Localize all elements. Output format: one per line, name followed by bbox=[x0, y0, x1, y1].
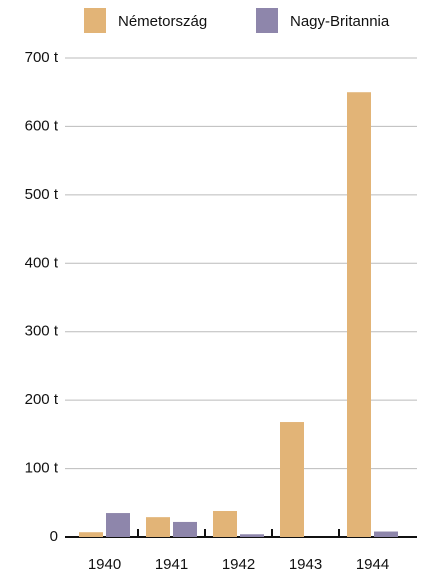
x-tick-label: 1941 bbox=[155, 556, 188, 573]
x-tick-label: 1942 bbox=[222, 556, 255, 573]
bar bbox=[280, 422, 304, 537]
y-tick-label: 500 t bbox=[25, 186, 59, 203]
x-tick-label: 1943 bbox=[289, 556, 322, 573]
bar bbox=[240, 534, 264, 537]
legend-swatch bbox=[84, 8, 106, 33]
bar bbox=[106, 513, 130, 537]
y-tick-label: 0 bbox=[50, 528, 58, 545]
legend-label: Németország bbox=[118, 13, 207, 30]
y-tick-label: 300 t bbox=[25, 323, 59, 340]
bar bbox=[79, 532, 103, 537]
x-tick-label: 1940 bbox=[88, 556, 121, 573]
legend-label: Nagy-Britannia bbox=[290, 13, 390, 30]
y-tick-label: 600 t bbox=[25, 117, 59, 134]
y-tick-label: 100 t bbox=[25, 460, 59, 477]
y-tick-label: 700 t bbox=[25, 49, 59, 66]
bar bbox=[213, 510, 237, 537]
bar bbox=[173, 521, 197, 537]
bar bbox=[374, 531, 398, 537]
bar bbox=[347, 92, 371, 537]
x-tick-label: 1944 bbox=[356, 556, 389, 573]
y-tick-label: 400 t bbox=[25, 254, 59, 271]
bar bbox=[146, 517, 170, 537]
y-tick-label: 200 t bbox=[25, 391, 59, 408]
legend-swatch bbox=[256, 8, 278, 33]
